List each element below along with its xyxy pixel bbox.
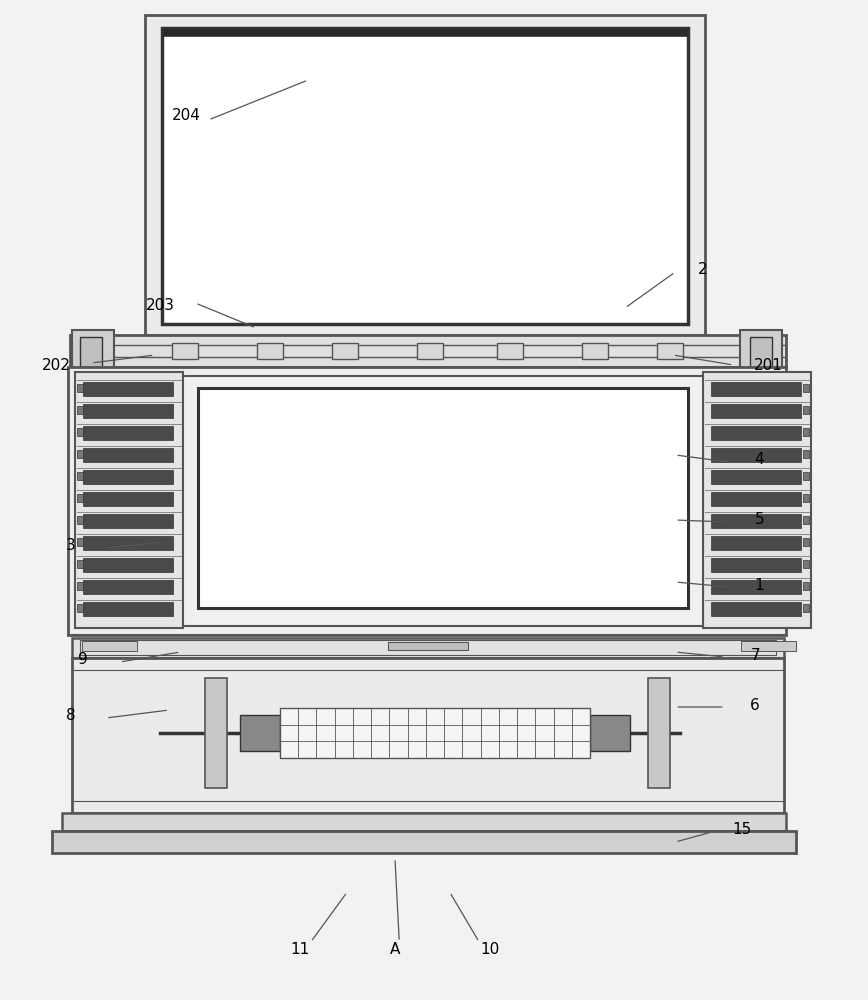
Bar (332, 343, 358, 359)
Text: 6: 6 (750, 698, 760, 712)
Bar (77, 582, 83, 590)
Bar (388, 642, 468, 650)
Bar (750, 337, 772, 367)
Bar (711, 448, 801, 462)
Bar (83, 536, 173, 550)
Bar (83, 426, 173, 440)
Bar (83, 470, 173, 484)
Bar (803, 582, 809, 590)
Bar (711, 382, 801, 396)
Bar (162, 28, 688, 324)
Text: 204: 204 (172, 107, 201, 122)
Bar (711, 492, 801, 506)
Text: 8: 8 (66, 708, 76, 722)
Bar (803, 516, 809, 524)
Bar (52, 831, 796, 853)
Bar (803, 472, 809, 480)
Bar (75, 372, 183, 628)
Bar (77, 450, 83, 458)
Bar (77, 494, 83, 502)
Bar (741, 641, 796, 651)
Bar (72, 638, 784, 658)
Text: 5: 5 (754, 512, 765, 528)
Bar (83, 580, 173, 594)
Bar (657, 343, 683, 359)
Bar (711, 602, 801, 616)
Bar (82, 641, 137, 651)
Bar (198, 388, 688, 608)
Bar (740, 330, 782, 374)
Bar (70, 335, 786, 367)
Bar (77, 560, 83, 568)
Bar (703, 372, 811, 628)
Bar (803, 494, 809, 502)
Text: 201: 201 (753, 358, 783, 372)
Bar (711, 536, 801, 550)
Text: 15: 15 (733, 822, 752, 838)
Bar (711, 426, 801, 440)
Text: 9: 9 (77, 652, 88, 668)
Bar (83, 558, 173, 572)
Bar (183, 376, 703, 626)
Bar (711, 558, 801, 572)
Bar (83, 514, 173, 528)
Bar (803, 406, 809, 414)
Circle shape (605, 728, 615, 738)
Text: 2: 2 (698, 262, 708, 277)
Text: 1: 1 (754, 578, 765, 592)
Bar (77, 428, 83, 436)
Text: 11: 11 (290, 942, 309, 958)
Bar (205, 678, 227, 788)
Bar (240, 715, 280, 751)
Bar (803, 384, 809, 392)
Bar (417, 343, 443, 359)
Bar (62, 813, 786, 831)
Bar (803, 604, 809, 612)
Bar (83, 382, 173, 396)
Bar (77, 604, 83, 612)
Text: 3: 3 (66, 538, 76, 552)
Bar (77, 516, 83, 524)
Bar (497, 343, 523, 359)
Bar (145, 15, 705, 335)
Bar (257, 343, 283, 359)
Bar (77, 384, 83, 392)
Bar (68, 367, 786, 635)
Bar (83, 448, 173, 462)
Bar (711, 470, 801, 484)
Text: 10: 10 (481, 942, 500, 958)
Bar (590, 715, 630, 751)
Bar (803, 560, 809, 568)
Text: 202: 202 (42, 358, 71, 372)
Bar (162, 28, 688, 36)
Text: 4: 4 (754, 452, 765, 468)
Bar (711, 580, 801, 594)
Bar (80, 640, 776, 655)
Bar (172, 343, 198, 359)
Bar (582, 343, 608, 359)
Bar (803, 450, 809, 458)
Bar (711, 514, 801, 528)
Bar (77, 406, 83, 414)
Text: 7: 7 (750, 648, 760, 662)
Bar (80, 337, 102, 367)
Text: 203: 203 (146, 298, 175, 312)
Bar (83, 602, 173, 616)
Bar (803, 428, 809, 436)
Bar (280, 708, 590, 758)
Bar (803, 538, 809, 546)
Bar (72, 330, 114, 374)
Bar (83, 492, 173, 506)
Bar (77, 472, 83, 480)
Bar (648, 678, 670, 788)
Bar (77, 538, 83, 546)
Bar (72, 658, 784, 813)
Bar (83, 404, 173, 418)
Text: A: A (390, 942, 400, 958)
Bar (711, 404, 801, 418)
